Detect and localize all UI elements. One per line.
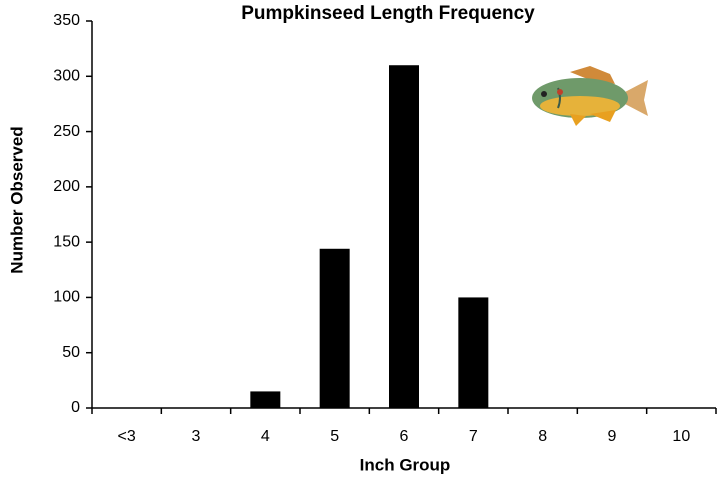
- x-tick-label: 8: [538, 428, 547, 445]
- y-tick-label: 100: [53, 289, 80, 306]
- x-tick-label: 7: [469, 428, 478, 445]
- y-tick-label: 0: [71, 399, 80, 416]
- bar: [458, 297, 489, 408]
- x-tick-label: 3: [192, 428, 201, 445]
- fish-illustration: [532, 66, 648, 126]
- x-tick-label: <3: [118, 428, 136, 445]
- x-tick-label: 9: [608, 428, 617, 445]
- x-axis-label: Inch Group: [360, 455, 451, 474]
- x-tick-label: 4: [261, 428, 270, 445]
- y-tick-label: 350: [53, 12, 80, 29]
- bar: [319, 248, 350, 408]
- y-tick-label: 300: [53, 68, 80, 85]
- y-axis-label: Number Observed: [7, 126, 26, 273]
- y-tick-label: 150: [53, 233, 80, 250]
- x-tick-label: 6: [400, 428, 409, 445]
- y-tick-label: 200: [53, 178, 80, 195]
- y-tick-label: 50: [62, 344, 80, 361]
- y-tick-label: 250: [53, 123, 80, 140]
- bar: [250, 391, 281, 408]
- x-tick-label: 10: [672, 428, 690, 445]
- bar: [389, 65, 419, 408]
- x-tick-label: 5: [330, 428, 339, 445]
- chart-title: Pumpkinseed Length Frequency: [241, 3, 535, 24]
